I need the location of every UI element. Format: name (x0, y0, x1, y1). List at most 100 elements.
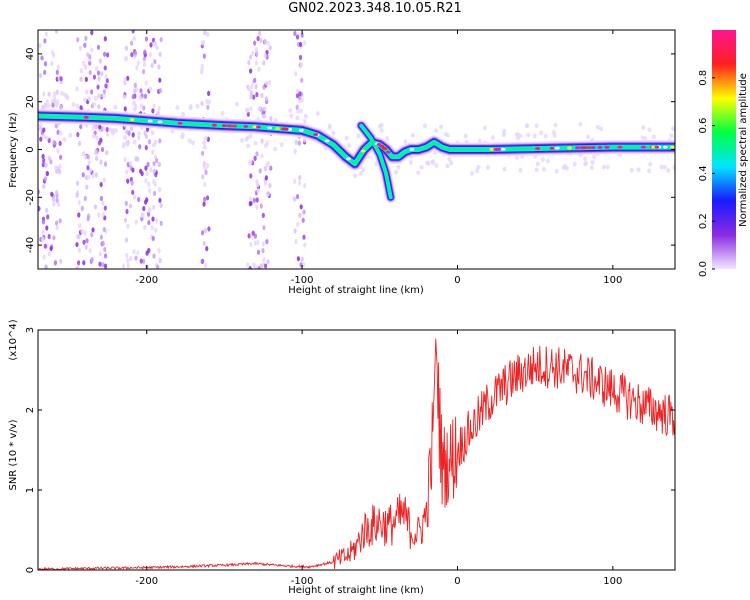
noise-speckle (295, 194, 300, 200)
noise-speckle (147, 207, 151, 213)
noise-speckle (104, 74, 108, 80)
noise-speckle (149, 42, 153, 48)
noise-speckle (86, 52, 90, 58)
noise-speckle (666, 168, 671, 174)
ridge-hotspot (157, 120, 163, 124)
noise-speckle (90, 89, 94, 95)
noise-speckle (83, 64, 88, 70)
noise-speckle (662, 164, 667, 170)
noise-speckle (71, 102, 76, 107)
noise-speckle (59, 90, 64, 96)
noise-speckle (132, 35, 136, 42)
noise-speckle (206, 31, 210, 37)
noise-speckle (147, 181, 151, 187)
noise-speckle (449, 160, 454, 166)
noise-speckle (150, 225, 154, 231)
noise-speckle (583, 156, 588, 162)
noise-speckle (38, 206, 41, 212)
noise-speckle (130, 52, 134, 58)
colorbar-tick-label: 0.6 (698, 118, 709, 134)
noise-speckle (59, 258, 63, 264)
noise-speckle (671, 126, 675, 132)
noise-speckle (294, 71, 298, 77)
noise-speckle (84, 35, 88, 42)
noise-speckle (585, 134, 590, 140)
noise-speckle (38, 126, 43, 132)
noise-speckle (86, 216, 90, 222)
noise-speckle (629, 167, 634, 173)
noise-speckle (129, 255, 133, 262)
noise-speckle (39, 72, 43, 79)
noise-speckle (273, 146, 278, 152)
ridge-hotspot (212, 123, 217, 127)
noise-speckle (200, 258, 204, 265)
noise-speckle (302, 40, 307, 46)
noise-speckle (39, 136, 43, 142)
noise-speckle (202, 144, 207, 150)
noise-speckle (541, 166, 546, 172)
noise-speckle (42, 91, 46, 97)
noise-speckle (132, 139, 137, 145)
ridge-hotspot (228, 124, 234, 128)
frequency-ridge-layer (38, 109, 675, 203)
noise-speckle (58, 130, 63, 136)
colorbar-tick-label: 0.0 (698, 261, 709, 277)
noise-speckle (263, 52, 267, 58)
spectrogram-y-axis-label: Frequency (Hz) (8, 112, 19, 188)
noise-speckle (143, 130, 147, 136)
noise-speckle (95, 155, 99, 161)
noise-speckle (255, 91, 259, 98)
noise-speckle (126, 178, 130, 184)
ridge-hotspot (267, 126, 273, 130)
colorbar-tick-label: 0.2 (698, 213, 709, 229)
noise-speckle (90, 256, 94, 263)
noise-speckle (77, 140, 82, 147)
noise-speckle (142, 205, 146, 212)
noise-speckle (55, 102, 59, 108)
noise-speckle (77, 212, 81, 218)
noise-speckle (152, 160, 156, 167)
noise-speckle (140, 171, 144, 177)
noise-speckle (143, 49, 147, 55)
noise-speckle (261, 241, 265, 247)
noise-speckle (422, 123, 427, 129)
ridge-hotspot (376, 143, 382, 146)
noise-speckle (101, 126, 106, 131)
noise-speckle (195, 103, 200, 109)
noise-speckle (139, 258, 143, 264)
noise-speckle (516, 132, 521, 137)
noise-speckle (101, 262, 105, 268)
noise-speckle (515, 135, 520, 141)
noise-speckle (75, 192, 79, 198)
noise-speckle (201, 174, 205, 180)
noise-speckle (122, 94, 127, 100)
noise-speckle (200, 230, 205, 236)
spectrogram-y-tick-label: -20 (25, 189, 36, 205)
noise-speckle (235, 101, 240, 107)
noise-speckle (331, 130, 336, 136)
noise-speckle (257, 266, 261, 269)
ridge-hotspot (575, 146, 580, 150)
noise-speckle (55, 225, 59, 231)
noise-speckle (54, 30, 59, 34)
noise-speckle (292, 196, 297, 202)
noise-speckle (248, 266, 252, 269)
noise-speckle (430, 159, 435, 165)
noise-speckle (92, 74, 97, 80)
noise-speckle (79, 124, 83, 130)
noise-speckle (299, 62, 304, 68)
noise-speckle (139, 103, 144, 109)
ridge-hotspot (617, 145, 623, 149)
noise-speckle (76, 37, 80, 43)
noise-speckle (255, 204, 259, 210)
noise-speckle (133, 82, 137, 88)
noise-speckle (426, 161, 431, 166)
noise-speckle (105, 150, 109, 156)
noise-speckle (250, 84, 254, 90)
noise-speckle (87, 160, 91, 166)
noise-speckle (207, 90, 211, 96)
noise-speckle (669, 133, 674, 139)
noise-speckle (84, 244, 88, 250)
colorbar-tick-label: 0.4 (698, 165, 709, 181)
noise-speckle (410, 132, 415, 138)
